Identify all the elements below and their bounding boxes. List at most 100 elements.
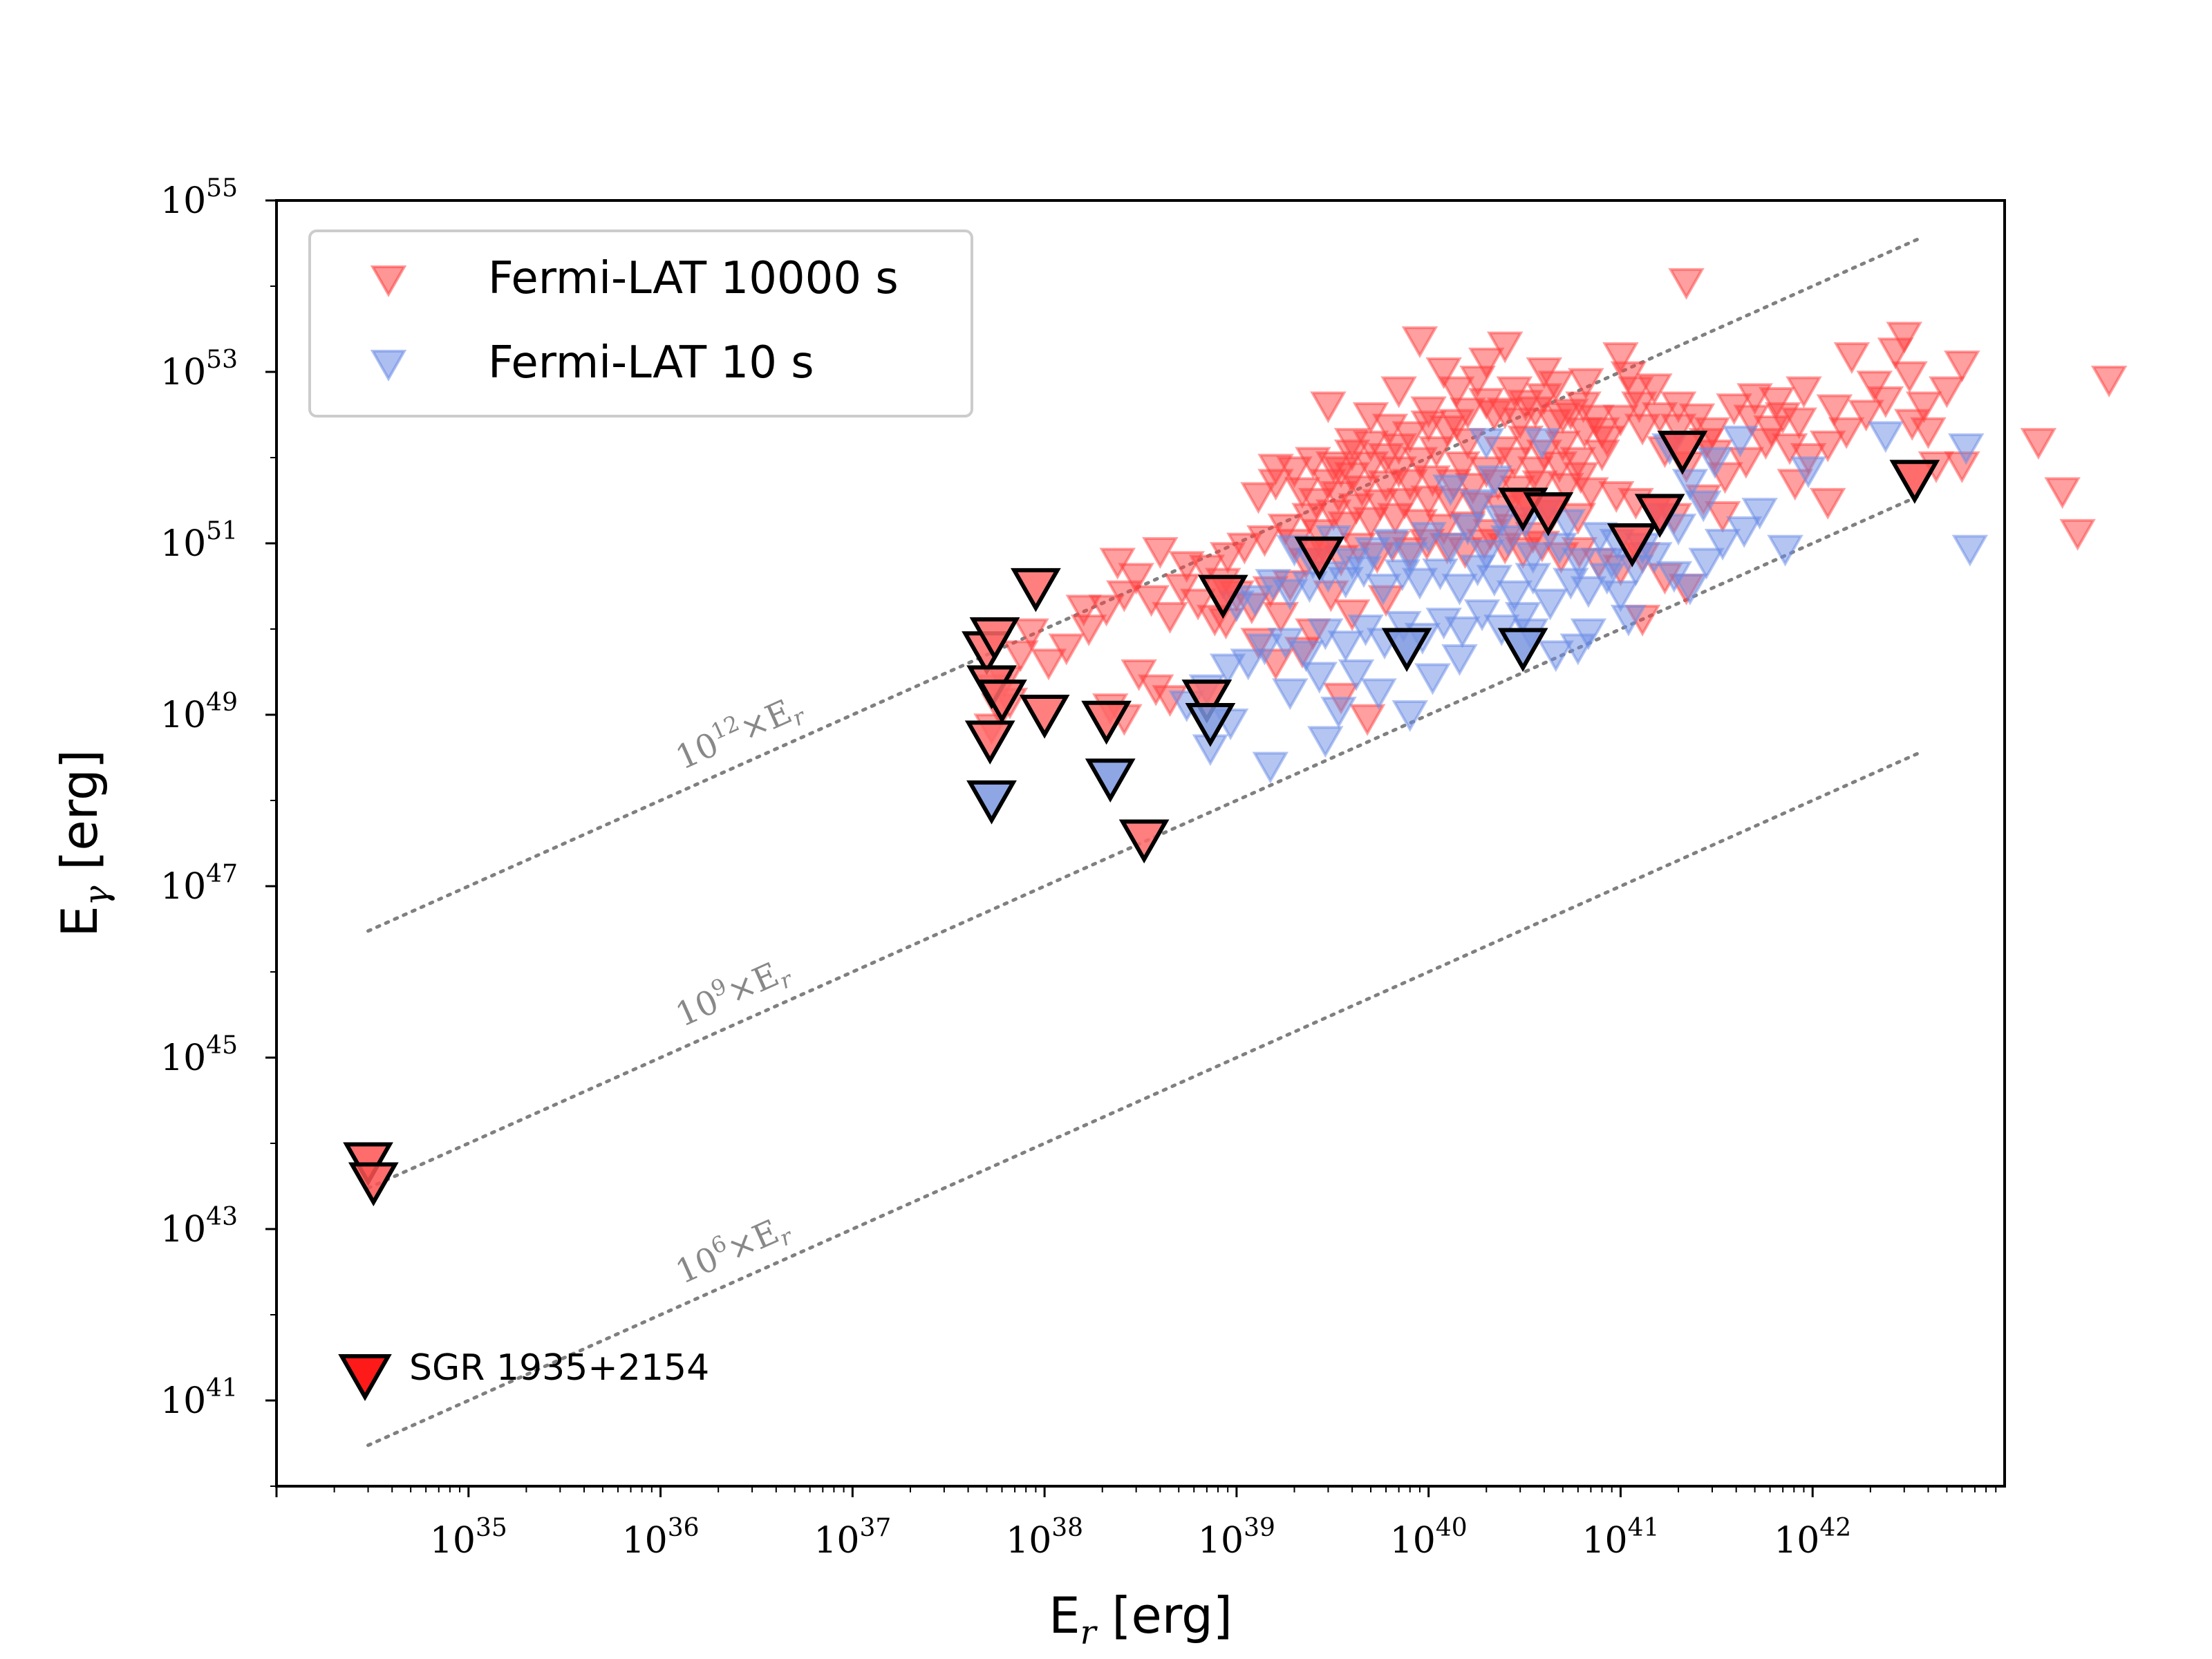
reference-line bbox=[366, 752, 1919, 1447]
series-fermi-10s bbox=[1168, 421, 1989, 784]
data-point bbox=[1906, 391, 1942, 424]
data-point bbox=[1459, 489, 1496, 521]
data-point bbox=[1347, 615, 1384, 646]
highlighted-point bbox=[966, 780, 1017, 825]
y-tick-label: 1051 bbox=[160, 517, 238, 565]
data-point bbox=[1688, 547, 1725, 580]
data-point bbox=[1747, 428, 1784, 460]
data-point bbox=[1816, 394, 1853, 427]
data-point bbox=[1468, 347, 1505, 379]
data-point bbox=[1559, 633, 1597, 666]
data-point bbox=[1767, 534, 1803, 567]
legend-box bbox=[308, 229, 973, 418]
legend: Fermi-LAT 10000 s Fermi-LAT 10 s bbox=[308, 229, 973, 418]
data-point bbox=[1338, 659, 1375, 691]
data-point bbox=[1785, 376, 1822, 409]
legend-marker-blue bbox=[370, 350, 407, 382]
data-point bbox=[1716, 393, 1752, 426]
y-tick-label: 1049 bbox=[160, 688, 238, 736]
data-point bbox=[1537, 371, 1575, 403]
data-point bbox=[1833, 342, 1871, 375]
data-point bbox=[1561, 547, 1598, 580]
data-point bbox=[1255, 569, 1292, 601]
data-point bbox=[1593, 547, 1630, 580]
data-point bbox=[1636, 373, 1673, 406]
highlighted-point bbox=[1185, 703, 1236, 747]
data-point bbox=[2044, 477, 2081, 509]
data-point bbox=[1410, 522, 1447, 554]
data-point bbox=[1951, 534, 1989, 567]
data-point bbox=[1496, 580, 1533, 612]
data-point bbox=[1856, 371, 1893, 403]
x-tick-label: 1042 bbox=[1774, 1514, 1851, 1562]
data-point bbox=[1450, 514, 1486, 546]
data-point bbox=[1496, 376, 1533, 409]
highlighted-point bbox=[1197, 574, 1248, 619]
data-point bbox=[1468, 539, 1505, 572]
data-point bbox=[1349, 704, 1386, 736]
data-point bbox=[1548, 473, 1584, 505]
data-point bbox=[1486, 331, 1524, 364]
data-point bbox=[1463, 599, 1501, 632]
data-point bbox=[1727, 447, 1765, 479]
data-point bbox=[1401, 326, 1438, 359]
data-point bbox=[1099, 547, 1136, 580]
x-tick-label: 1041 bbox=[1582, 1514, 1659, 1562]
data-point bbox=[1886, 321, 1923, 354]
data-point bbox=[1741, 498, 1778, 530]
reference-line bbox=[366, 238, 1919, 933]
data-point bbox=[1301, 662, 1338, 694]
data-point bbox=[1377, 503, 1414, 535]
data-point bbox=[1568, 368, 1604, 400]
data-point bbox=[1013, 618, 1049, 650]
y-tick-label: 1055 bbox=[160, 174, 238, 222]
data-point bbox=[1894, 409, 1931, 441]
y-tick-label: 1053 bbox=[160, 346, 238, 393]
legend-label-blue: Fermi-LAT 10 s bbox=[488, 337, 814, 388]
data-point bbox=[1549, 509, 1586, 541]
data-point bbox=[1310, 391, 1347, 424]
data-point bbox=[1641, 402, 1678, 434]
highlighted-point bbox=[977, 679, 1027, 724]
data-point bbox=[1668, 268, 1705, 300]
data-point bbox=[1257, 453, 1294, 486]
data-point bbox=[1425, 357, 1462, 389]
data-point bbox=[1660, 413, 1697, 446]
data-point bbox=[1327, 630, 1364, 663]
x-tick-label: 1035 bbox=[430, 1514, 507, 1562]
data-point bbox=[1380, 376, 1417, 409]
highlighted-point bbox=[1523, 492, 1574, 536]
data-point bbox=[1584, 417, 1620, 449]
data-point bbox=[1790, 456, 1827, 489]
data-point bbox=[2020, 428, 2057, 460]
data-point bbox=[1521, 470, 1558, 503]
data-point bbox=[1002, 640, 1039, 673]
data-point bbox=[1391, 542, 1428, 574]
data-point bbox=[1515, 542, 1552, 574]
highlighted-point bbox=[1497, 628, 1548, 673]
data-point bbox=[1432, 474, 1469, 507]
highlighted-point bbox=[1081, 700, 1132, 745]
data-point bbox=[1610, 604, 1647, 637]
data-point bbox=[1486, 397, 1524, 430]
y-axis-title: Eγ [erg] bbox=[50, 749, 116, 937]
data-point bbox=[1320, 696, 1357, 729]
highlighted-point bbox=[1011, 568, 1061, 612]
highlighted-point bbox=[1181, 679, 1232, 724]
y-tick-label: 1043 bbox=[160, 1203, 238, 1250]
y-tick-label: 1047 bbox=[160, 860, 238, 908]
reference-lines bbox=[366, 238, 1919, 1447]
data-point bbox=[1365, 573, 1402, 606]
data-point bbox=[1809, 487, 1846, 520]
data-point bbox=[1307, 726, 1344, 758]
highlighted-point bbox=[348, 1162, 399, 1207]
highlighted-point bbox=[1019, 695, 1070, 739]
data-point bbox=[1133, 585, 1170, 617]
data-point bbox=[1252, 751, 1289, 784]
data-point bbox=[1573, 477, 1609, 509]
data-point bbox=[1476, 565, 1513, 597]
data-point bbox=[1944, 350, 1980, 383]
data-point bbox=[1380, 433, 1417, 465]
data-point bbox=[1429, 415, 1465, 447]
data-point bbox=[1685, 490, 1722, 523]
